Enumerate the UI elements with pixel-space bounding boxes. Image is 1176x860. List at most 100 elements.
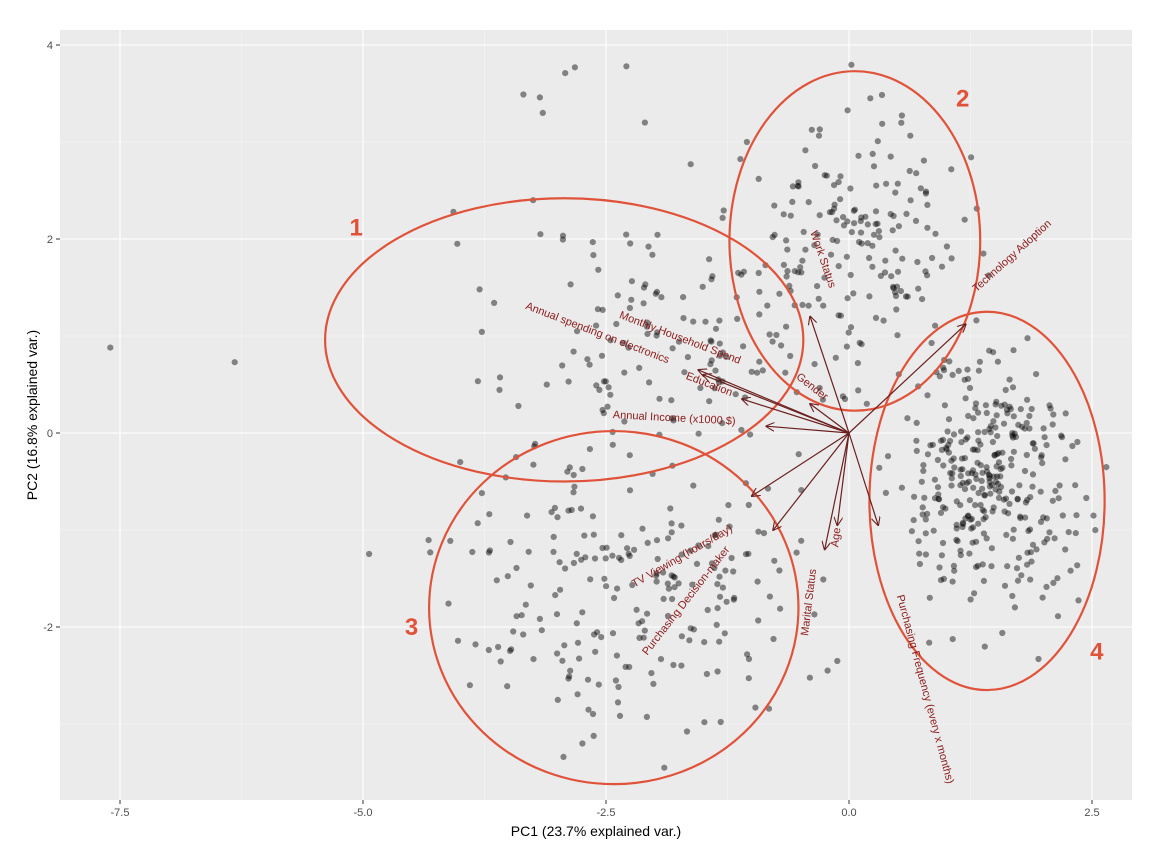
data-point bbox=[1024, 496, 1031, 504]
data-point bbox=[837, 312, 845, 319]
data-point bbox=[1033, 546, 1040, 553]
data-point bbox=[869, 242, 876, 249]
data-point bbox=[961, 455, 969, 462]
data-point bbox=[824, 667, 831, 674]
data-point bbox=[653, 332, 660, 339]
data-point bbox=[1009, 430, 1016, 437]
data-point bbox=[554, 514, 561, 521]
data-point bbox=[833, 217, 840, 224]
data-point bbox=[924, 224, 931, 231]
data-point bbox=[615, 683, 622, 691]
data-point bbox=[986, 478, 993, 485]
data-point bbox=[867, 95, 874, 102]
data-point bbox=[831, 201, 838, 208]
data-point bbox=[565, 507, 572, 514]
data-point bbox=[553, 611, 561, 618]
data-point bbox=[652, 290, 659, 297]
data-point bbox=[538, 627, 545, 634]
data-point bbox=[945, 441, 952, 448]
data-point bbox=[671, 574, 678, 581]
data-point bbox=[889, 227, 896, 234]
data-point bbox=[1051, 535, 1058, 542]
data-point bbox=[711, 385, 718, 392]
loading-arrow bbox=[825, 432, 850, 549]
data-point bbox=[730, 596, 737, 603]
data-point bbox=[554, 650, 561, 657]
data-point bbox=[1000, 496, 1008, 503]
data-point bbox=[582, 554, 589, 561]
data-point bbox=[949, 636, 956, 643]
data-point bbox=[635, 620, 642, 627]
data-point bbox=[936, 496, 943, 503]
data-point bbox=[1001, 582, 1009, 589]
data-point bbox=[948, 482, 955, 489]
data-point bbox=[928, 339, 935, 347]
data-point bbox=[681, 369, 688, 376]
data-point bbox=[616, 712, 624, 720]
data-point bbox=[716, 352, 724, 359]
data-point bbox=[1009, 384, 1017, 391]
data-point bbox=[816, 212, 823, 219]
data-point bbox=[756, 288, 763, 295]
data-point bbox=[1062, 410, 1069, 417]
data-point bbox=[798, 487, 805, 494]
data-point bbox=[959, 519, 966, 527]
data-point bbox=[589, 239, 596, 246]
data-point bbox=[993, 463, 1000, 470]
data-point bbox=[837, 173, 844, 180]
data-point bbox=[799, 257, 806, 264]
data-point bbox=[924, 392, 931, 399]
data-point bbox=[770, 635, 777, 643]
data-point bbox=[719, 214, 726, 221]
data-point bbox=[1001, 401, 1008, 408]
data-point bbox=[902, 293, 910, 300]
data-point bbox=[646, 379, 653, 386]
data-point bbox=[626, 487, 634, 494]
data-point bbox=[964, 434, 971, 441]
data-point bbox=[1031, 445, 1038, 452]
data-point bbox=[879, 120, 886, 127]
data-point bbox=[708, 276, 715, 283]
data-point bbox=[697, 384, 704, 392]
data-point bbox=[532, 440, 539, 447]
data-point bbox=[1046, 529, 1053, 536]
data-point bbox=[795, 269, 802, 276]
data-point bbox=[987, 429, 994, 436]
data-point bbox=[633, 606, 640, 613]
data-point bbox=[967, 596, 974, 603]
data-point bbox=[967, 516, 974, 523]
data-point bbox=[815, 295, 822, 302]
data-point bbox=[704, 606, 711, 614]
data-point bbox=[919, 511, 926, 518]
data-point bbox=[723, 353, 730, 360]
data-point bbox=[507, 538, 514, 546]
data-point bbox=[829, 236, 836, 243]
data-point bbox=[993, 412, 1000, 419]
cluster-label-3: 3 bbox=[405, 614, 418, 641]
data-point bbox=[664, 612, 672, 620]
data-point bbox=[579, 609, 586, 616]
data-point bbox=[958, 439, 965, 446]
data-point bbox=[1029, 483, 1036, 490]
data-point bbox=[590, 531, 597, 538]
cluster-labels: 1 2 3 4 bbox=[350, 85, 1105, 665]
data-point bbox=[552, 592, 559, 599]
data-point bbox=[1059, 512, 1066, 519]
data-point bbox=[965, 478, 973, 485]
data-point bbox=[926, 639, 933, 646]
data-point bbox=[689, 581, 696, 588]
data-point bbox=[1002, 386, 1009, 394]
data-point bbox=[994, 432, 1001, 440]
data-point bbox=[648, 670, 655, 677]
data-point bbox=[932, 322, 939, 329]
data-point bbox=[474, 520, 481, 527]
data-point bbox=[798, 269, 805, 276]
data-point bbox=[730, 568, 737, 575]
data-point bbox=[491, 299, 498, 306]
data-point bbox=[557, 586, 564, 593]
data-point bbox=[613, 320, 620, 328]
data-point bbox=[943, 446, 950, 453]
data-point bbox=[559, 362, 566, 369]
data-point bbox=[840, 222, 848, 229]
data-point bbox=[614, 699, 622, 706]
